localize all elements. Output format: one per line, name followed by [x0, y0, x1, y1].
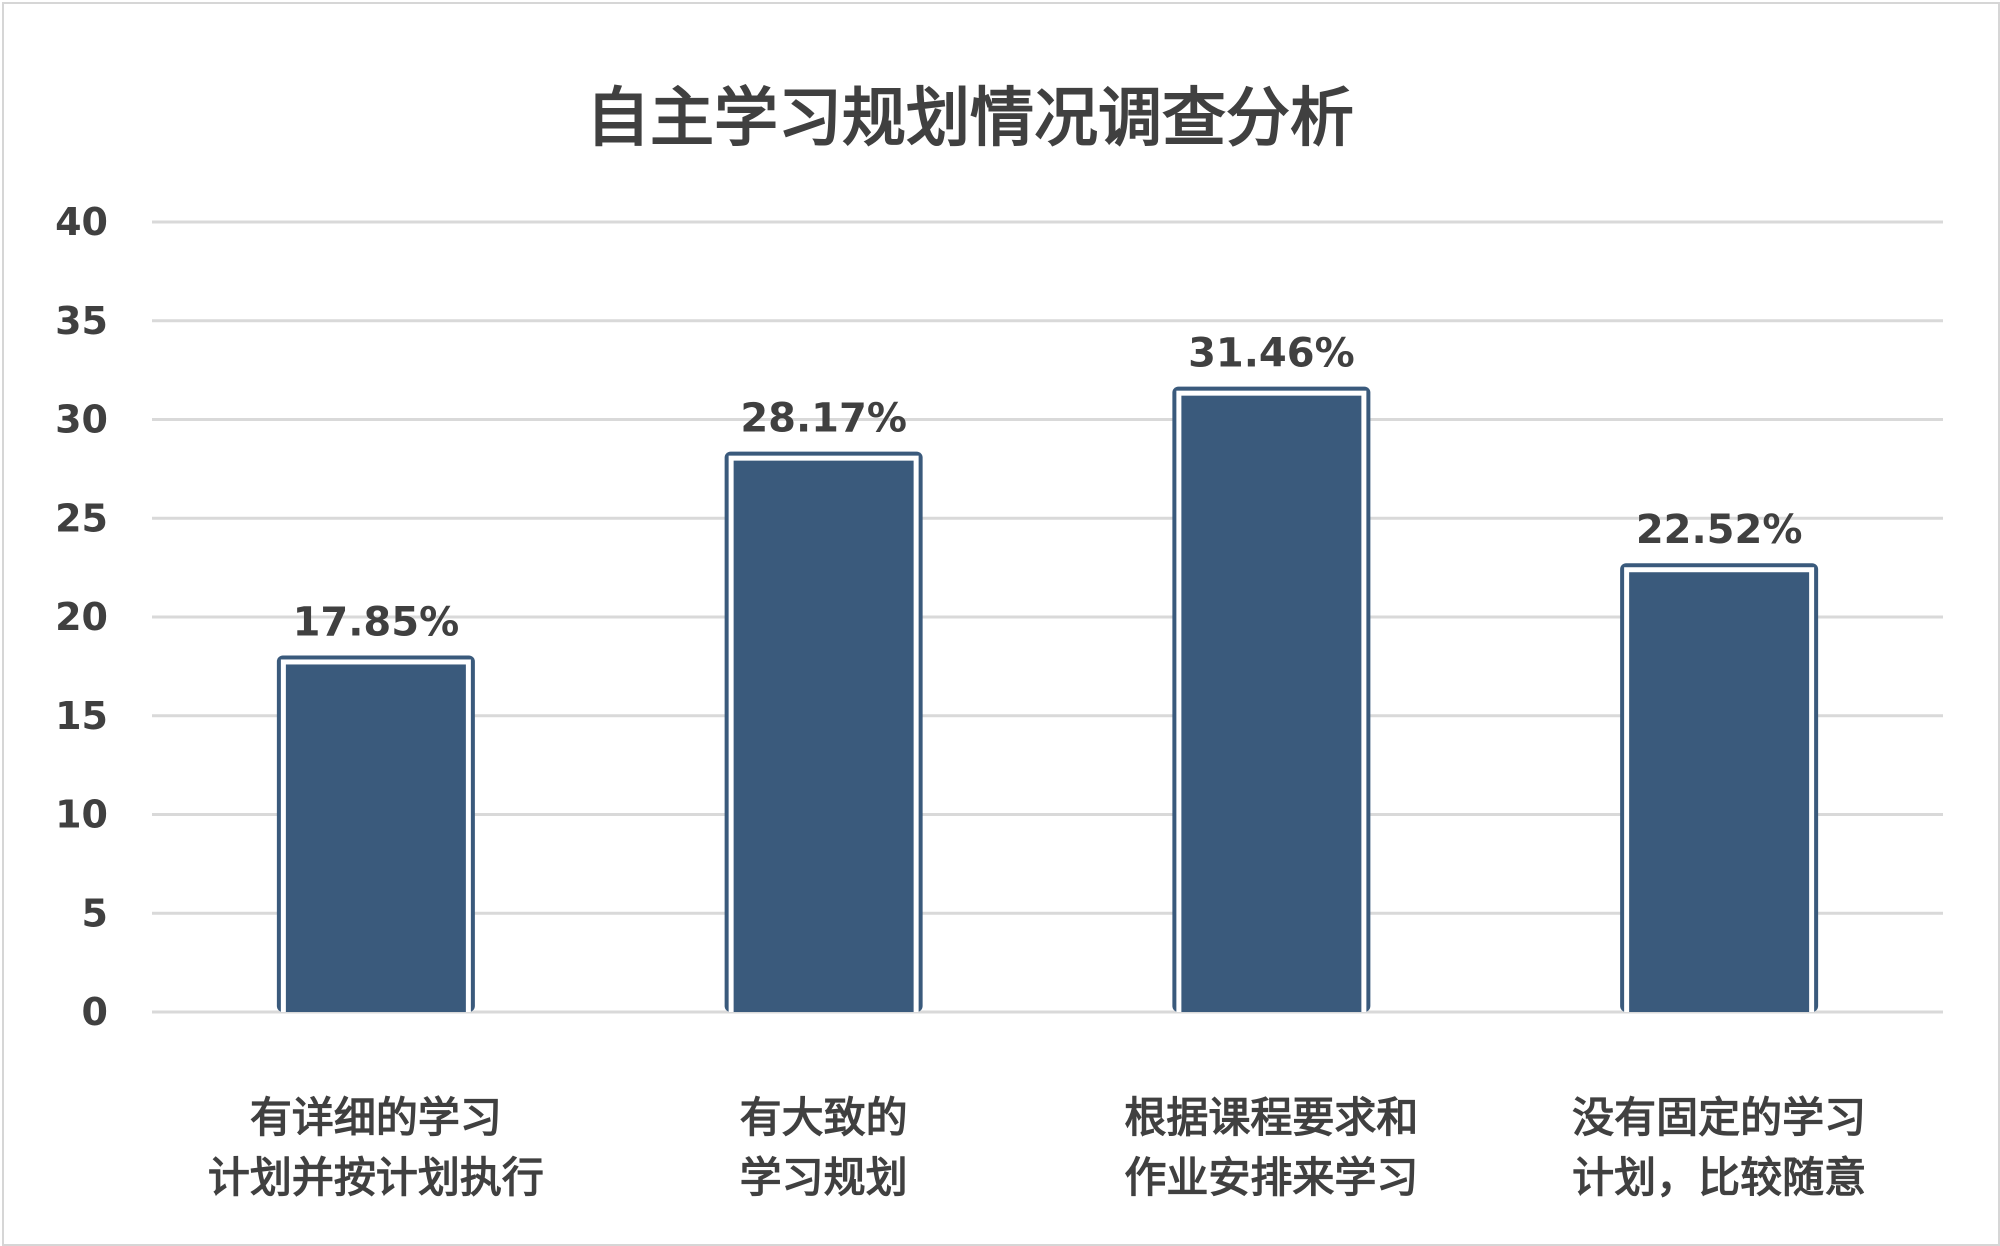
bar	[1181, 395, 1362, 1012]
category-label: 计划并按计划执行	[208, 1153, 544, 1202]
category-label: 根据课程要求和	[1124, 1093, 1418, 1142]
y-tick-label: 15	[55, 694, 108, 738]
data-label: 17.85%	[293, 599, 460, 645]
y-tick-label: 25	[55, 496, 108, 540]
category-label: 没有固定的学习	[1572, 1093, 1866, 1142]
category-label: 计划，比较随意	[1572, 1153, 1866, 1202]
chart-title: 自主学习规划情况调查分析	[586, 82, 1354, 156]
bar	[733, 460, 914, 1013]
data-label: 31.46%	[1188, 331, 1355, 377]
category-label: 作业安排来学习	[1124, 1153, 1418, 1202]
y-tick-label: 5	[82, 891, 108, 935]
data-labels: 17.85% 28.17% 31.46% 22.52%	[293, 331, 1803, 646]
y-tick-label: 20	[55, 595, 108, 639]
y-tick-label: 35	[55, 299, 108, 343]
y-tick-label: 30	[55, 398, 108, 442]
y-tick-label: 10	[55, 793, 108, 837]
bar	[285, 664, 466, 1012]
category-label: 有详细的学习	[250, 1093, 502, 1142]
category-label: 学习规划	[740, 1153, 908, 1202]
bar	[1629, 572, 1810, 1012]
y-tick-label: 0	[82, 990, 108, 1034]
category-label: 有大致的	[740, 1093, 908, 1142]
bars	[276, 386, 1819, 1013]
data-label: 22.52%	[1636, 507, 1803, 553]
y-axis-tick-labels: 0 5 10 15 20 25 30 35 40	[55, 200, 108, 1034]
y-tick-label: 40	[55, 200, 108, 244]
data-label: 28.17%	[740, 396, 907, 442]
